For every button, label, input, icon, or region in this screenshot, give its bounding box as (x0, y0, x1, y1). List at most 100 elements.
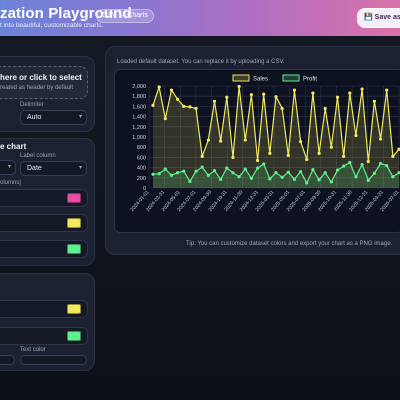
data-point-sales (385, 88, 389, 92)
data-point-sales (348, 91, 352, 95)
data-point-sales (182, 104, 186, 108)
style-color-row[interactable] (0, 327, 88, 345)
data-point-profit (286, 170, 290, 174)
data-point-sales (231, 155, 235, 159)
series-color-swatch[interactable] (67, 218, 81, 228)
data-point-sales (329, 145, 333, 149)
data-point-profit (163, 167, 167, 171)
y-tick-label: 1,800 (132, 94, 146, 100)
text-color-label: Text color (20, 347, 46, 353)
label-column-label: Label column (20, 153, 56, 159)
data-point-sales (280, 106, 284, 111)
data-point-sales (360, 87, 364, 91)
data-point-sales (378, 137, 383, 141)
data-point-profit (194, 169, 198, 173)
data-point-sales (225, 95, 229, 99)
series-color-swatch[interactable] (67, 244, 81, 254)
y-tick-label: 0 (143, 186, 146, 192)
app-header: zation Playground CSV → Charts t into be… (0, 0, 400, 36)
series-color-row[interactable] (0, 214, 88, 232)
data-point-profit (329, 180, 333, 184)
data-point-profit (219, 177, 223, 181)
data-point-sales (212, 99, 217, 103)
data-point-sales (157, 85, 161, 89)
text-color-input[interactable] (20, 355, 87, 365)
data-point-sales (299, 139, 303, 144)
csv-charts-badge: CSV → Charts (96, 9, 154, 23)
y-tick-label: 400 (137, 166, 146, 172)
data-point-sales (305, 157, 309, 162)
style-color-swatch[interactable] (67, 331, 81, 341)
style-color-row[interactable] (0, 300, 88, 318)
dropzone-title: here or click to select (0, 73, 82, 82)
delimiter-select[interactable]: Auto ▾ (20, 110, 87, 125)
data-point-profit (385, 163, 389, 168)
label-column-value: Date (27, 165, 42, 172)
series-color-row[interactable] (0, 189, 88, 207)
data-point-profit (305, 181, 309, 185)
y-tick-label: 600 (137, 155, 146, 161)
data-point-profit (237, 175, 241, 179)
y-tick-label: 1,600 (132, 104, 146, 110)
data-point-profit (280, 175, 284, 179)
line-chart: 0 200 400 600 800 1,000 1,200 1,400 1,600 1,800 2,… (129, 74, 400, 213)
y-tick-label: 800 (137, 145, 146, 151)
series-columns-label: olumns) (0, 180, 22, 186)
data-point-sales (366, 159, 370, 164)
data-point-profit (212, 169, 217, 173)
legend-label: Profit (303, 77, 317, 83)
series-area-profit (153, 162, 399, 188)
status-message: Loaded default dataset. You can replace … (117, 59, 285, 65)
series-color-swatch[interactable] (67, 193, 81, 203)
data-point-profit (231, 171, 235, 175)
data-point-sales (268, 151, 272, 155)
chevron-down-icon: ▾ (7, 164, 11, 170)
data-point-sales (397, 147, 400, 151)
series-area-sales (153, 86, 399, 188)
data-point-sales (391, 154, 395, 158)
legend-label: Sales (253, 77, 268, 83)
data-point-sales (354, 133, 358, 138)
data-point-sales (274, 95, 278, 99)
config-section-title: e chart (0, 142, 27, 151)
data-point-profit (397, 171, 400, 175)
series-color-row[interactable] (0, 240, 88, 258)
app-subtitle: t into beautiful, customizable charts. (0, 22, 104, 29)
data-point-sales (317, 151, 321, 155)
style-input[interactable] (0, 355, 15, 365)
data-point-profit (360, 162, 364, 167)
csv-dropzone[interactable] (0, 66, 88, 99)
data-point-sales (188, 105, 192, 109)
data-point-sales (243, 138, 247, 142)
y-tick-label: 2,000 (132, 84, 146, 90)
save-as-image-button[interactable]: 💾 Save as i (357, 8, 400, 28)
data-point-sales (255, 158, 260, 163)
data-point-profit (188, 179, 192, 183)
data-point-sales (286, 153, 290, 157)
data-point-profit (348, 160, 352, 165)
data-point-profit (372, 171, 376, 175)
data-point-sales (372, 99, 376, 103)
dropzone-subtitle: reated as header by default (0, 85, 74, 91)
delimiter-label: Delimiter (20, 102, 44, 108)
data-point-sales (194, 106, 198, 111)
label-column-select[interactable]: Date ▾ (20, 161, 87, 176)
y-tick-label: 1,200 (132, 125, 146, 131)
data-point-profit (249, 176, 253, 180)
data-point-sales (200, 154, 204, 158)
data-point-profit (342, 164, 346, 168)
data-point-profit (225, 166, 229, 170)
data-point-profit (255, 166, 260, 170)
data-point-profit (151, 172, 155, 176)
style-color-swatch[interactable] (67, 304, 81, 314)
data-point-profit (378, 161, 383, 166)
chart-type-select[interactable]: ▾ (0, 160, 16, 175)
data-point-profit (182, 169, 186, 173)
data-point-sales (176, 97, 180, 101)
data-point-profit (323, 171, 327, 175)
data-point-sales (292, 88, 297, 92)
data-point-profit (317, 178, 321, 182)
legend-swatch (232, 74, 250, 82)
data-point-sales (262, 92, 266, 96)
data-point-profit (243, 167, 247, 171)
